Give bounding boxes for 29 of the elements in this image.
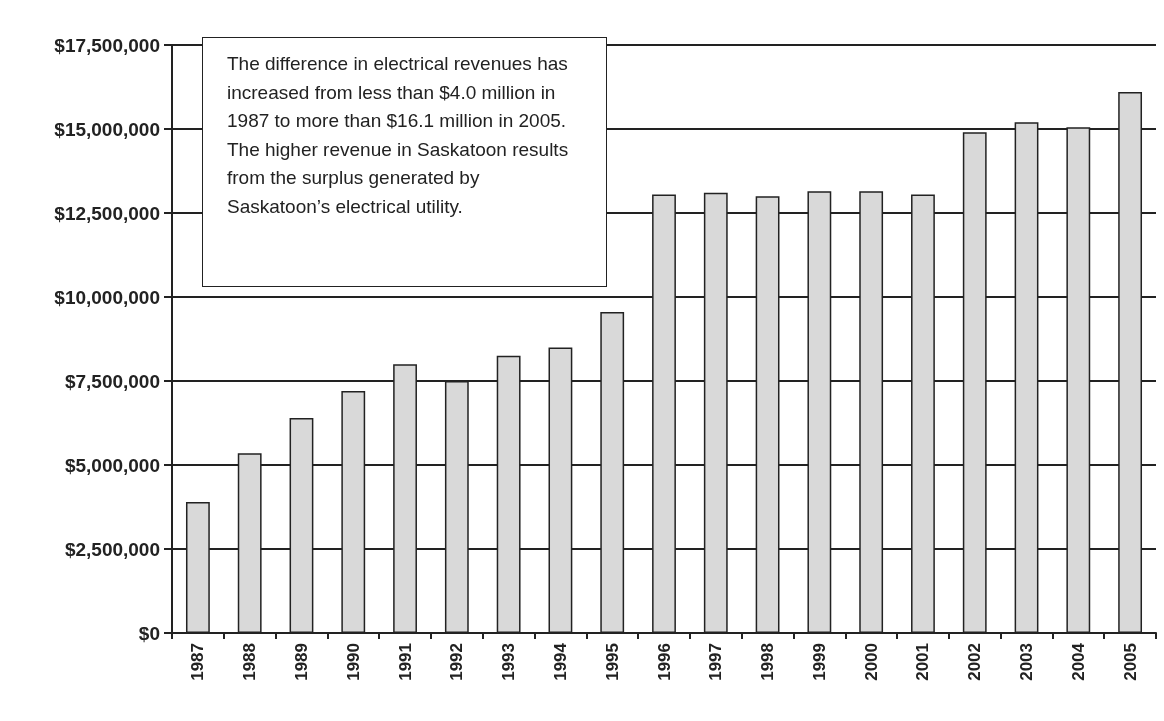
y-tick-label: $0 <box>138 622 160 644</box>
x-tick-label: 1999 <box>809 643 829 681</box>
x-tick-label: 2004 <box>1068 642 1088 681</box>
x-tick-label: 1990 <box>343 643 363 681</box>
y-tick-label: $12,500,000 <box>54 202 160 224</box>
y-tick-label: $17,500,000 <box>54 34 160 56</box>
x-tick-label: 1995 <box>602 643 622 681</box>
x-tick-label: 2002 <box>965 643 985 681</box>
y-tick-label: $15,000,000 <box>54 118 160 140</box>
x-tick-label: 1997 <box>706 643 726 681</box>
x-tick-label: 2000 <box>861 643 881 681</box>
y-tick-label: $7,500,000 <box>64 370 160 392</box>
y-tick-label: $10,000,000 <box>54 286 160 308</box>
x-tick-label: 1996 <box>654 643 674 681</box>
x-tick-label: 1989 <box>291 643 311 681</box>
x-tick-label: 1994 <box>550 642 570 681</box>
x-tick-label: 1993 <box>499 643 519 681</box>
annotation: The difference in electrical revenues has increased from less than $4.0 million in 1987 to more than $16.1 million in 2005. The higher revenue in Saskatoon results from the surplus generated by Saskatoon’s electrical utility. <box>227 52 570 219</box>
y-tick-label: $2,500,000 <box>64 538 160 560</box>
x-tick-label: 1998 <box>758 643 778 681</box>
y-tick-label: $5,000,000 <box>64 454 160 476</box>
x-tick-label: 1992 <box>447 643 467 681</box>
x-tick-label: 2001 <box>913 643 933 681</box>
x-tick-label: 1991 <box>395 643 415 681</box>
x-tick-label: 1988 <box>240 643 260 681</box>
x-tick-label: 2005 <box>1120 643 1140 681</box>
x-tick-label: 2003 <box>1017 643 1037 681</box>
note-box: The difference in electrical revenues has increased from less than $4.0 million in 1987 to more than $16.1 million in 2005. The higher revenue in Saskatoon results from the surplus generated by Saskatoon’s electrical utility. <box>202 37 607 287</box>
x-tick-label: 1987 <box>188 643 208 681</box>
